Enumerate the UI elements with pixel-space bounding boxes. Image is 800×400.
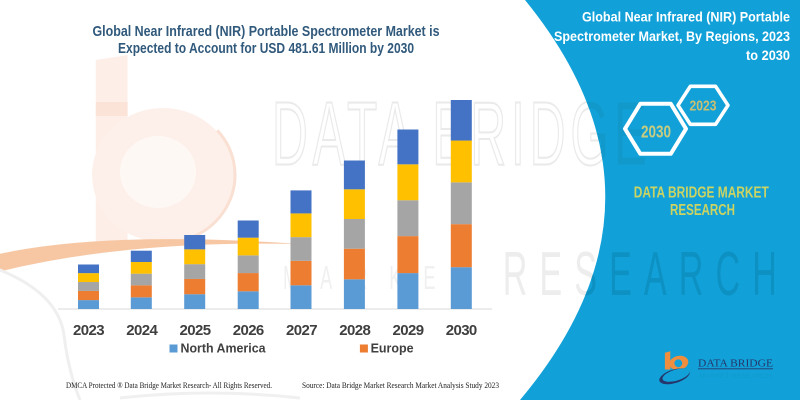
svg-text:2030: 2030: [641, 122, 671, 142]
svg-text:RESEARCH: RESEARCH: [670, 202, 735, 219]
svg-text:North America: North America: [181, 340, 267, 355]
svg-text:MARKET RESEARCH: MARKET RESEARCH: [699, 373, 772, 380]
svg-text:2024: 2024: [126, 322, 158, 339]
svg-text:2026: 2026: [233, 322, 264, 339]
svg-text:2023: 2023: [690, 99, 717, 115]
svg-text:Expected to Account for USD 48: Expected to Account for USD 481.61 Milli…: [118, 40, 414, 57]
svg-text:2029: 2029: [393, 322, 424, 339]
svg-text:2030: 2030: [446, 322, 477, 339]
svg-text:DMCA Protected ® Data Bridge M: DMCA Protected ® Data Bridge Market Rese…: [66, 380, 272, 390]
svg-text:DATA BRIDGE: DATA BRIDGE: [698, 359, 773, 370]
svg-text:to 2030: to 2030: [746, 47, 790, 63]
svg-text:MARKET: MARKET: [283, 259, 491, 296]
svg-text:Spectrometer Market, By Region: Spectrometer Market, By Regions, 2023: [554, 28, 790, 44]
svg-text:Global Near Infrared (NIR) Por: Global Near Infrared (NIR) Portable: [582, 9, 790, 25]
svg-text:Source: Data Bridge Market Res: Source: Data Bridge Market Research Mark…: [302, 380, 499, 390]
svg-text:2028: 2028: [339, 322, 370, 339]
svg-text:DATA BRIDGE MARKET: DATA BRIDGE MARKET: [634, 184, 769, 201]
svg-text:2025: 2025: [180, 322, 211, 339]
svg-text:Global Near Infrared (NIR) Por: Global Near Infrared (NIR) Portable Spec…: [93, 23, 440, 40]
svg-text:Europe: Europe: [371, 340, 414, 355]
svg-text:2023: 2023: [73, 322, 104, 339]
svg-text:2027: 2027: [286, 322, 317, 339]
